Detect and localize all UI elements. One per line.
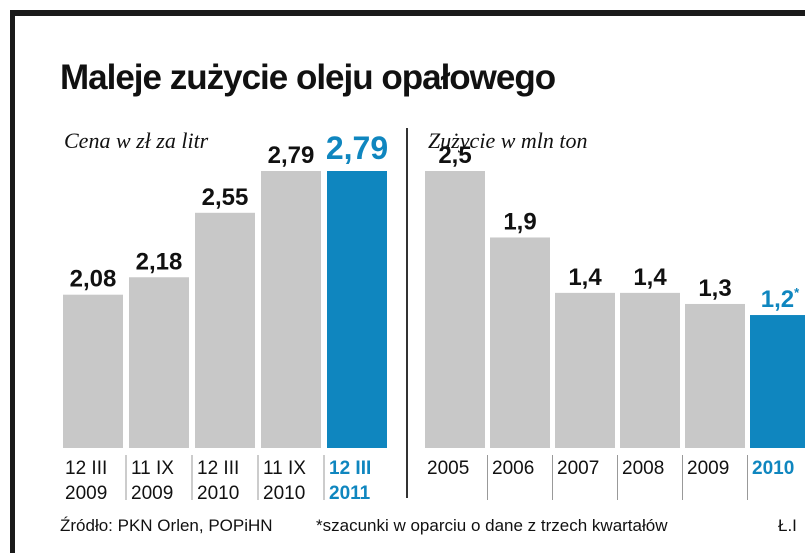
chart-1-bar bbox=[63, 294, 123, 448]
chart-1-tick-label: 12 III bbox=[329, 458, 371, 479]
page-title: Maleje zużycie oleju opałowego bbox=[60, 58, 556, 97]
chart-divider bbox=[406, 128, 408, 498]
chart-2-bar bbox=[425, 171, 485, 448]
chart-2-bar bbox=[685, 303, 745, 448]
chart-2-tick-label: 2008 bbox=[622, 458, 664, 479]
chart-2-value-label: 1,2* bbox=[761, 285, 800, 313]
chart-2-value-label: 1,3 bbox=[698, 275, 731, 302]
chart-1-value-label: 2,18 bbox=[136, 248, 183, 275]
chart-2-value-label: 2,5 bbox=[438, 142, 471, 169]
credit: Ł.I bbox=[778, 516, 797, 535]
chart-1-tick-label: 2010 bbox=[197, 483, 239, 504]
chart-2-value-label: 1,9 bbox=[503, 208, 536, 235]
chart-1-bar bbox=[261, 171, 321, 448]
chart-1-tick-label: 2009 bbox=[131, 483, 173, 504]
chart-2-tick-label: 2006 bbox=[492, 458, 534, 479]
chart-1-tick-label: 2011 bbox=[329, 483, 371, 504]
chart-1-tick-label: 11 IX bbox=[263, 458, 306, 479]
footnote: *szacunki w oparciu o dane z trzech kwar… bbox=[316, 516, 668, 535]
chart-1-tick-label: 12 III bbox=[65, 458, 107, 479]
chart-2-bar bbox=[620, 292, 680, 448]
chart-2-bar bbox=[750, 315, 805, 448]
chart-2-value-label: 1,4 bbox=[568, 264, 602, 291]
chart-1-tick-label: 11 IX bbox=[131, 458, 174, 479]
chart-2-tick-label: 2010 bbox=[752, 458, 794, 479]
chart-1-bar bbox=[129, 277, 189, 448]
top-rule bbox=[10, 10, 805, 16]
chart-1-tick-label: 12 III bbox=[197, 458, 239, 479]
left-rule bbox=[10, 10, 15, 553]
chart-1-value-label: 2,79 bbox=[326, 130, 388, 166]
chart-1-bar bbox=[327, 171, 387, 448]
chart-2-tick-label: 2005 bbox=[427, 458, 469, 479]
chart-2-bar bbox=[555, 292, 615, 448]
chart-1-tick-label: 2009 bbox=[65, 483, 107, 504]
chart-1-value-label: 2,08 bbox=[70, 266, 117, 293]
right-chart-title: Zużycie w mln ton bbox=[428, 128, 588, 153]
chart-1-tick-label: 2010 bbox=[263, 483, 305, 504]
chart-2-value-label: 1,4 bbox=[633, 264, 667, 291]
chart-2-tick-label: 2009 bbox=[687, 458, 729, 479]
chart-1-value-label: 2,55 bbox=[202, 184, 249, 211]
chart-1-bar bbox=[195, 212, 255, 448]
source-note: Źródło: PKN Orlen, POPiHN bbox=[60, 516, 273, 535]
left-chart-title: Cena w zł za litr bbox=[64, 128, 209, 153]
chart-2-tick-label: 2007 bbox=[557, 458, 599, 479]
chart-2-bar bbox=[490, 237, 550, 448]
chart-1-value-label: 2,79 bbox=[268, 142, 315, 169]
